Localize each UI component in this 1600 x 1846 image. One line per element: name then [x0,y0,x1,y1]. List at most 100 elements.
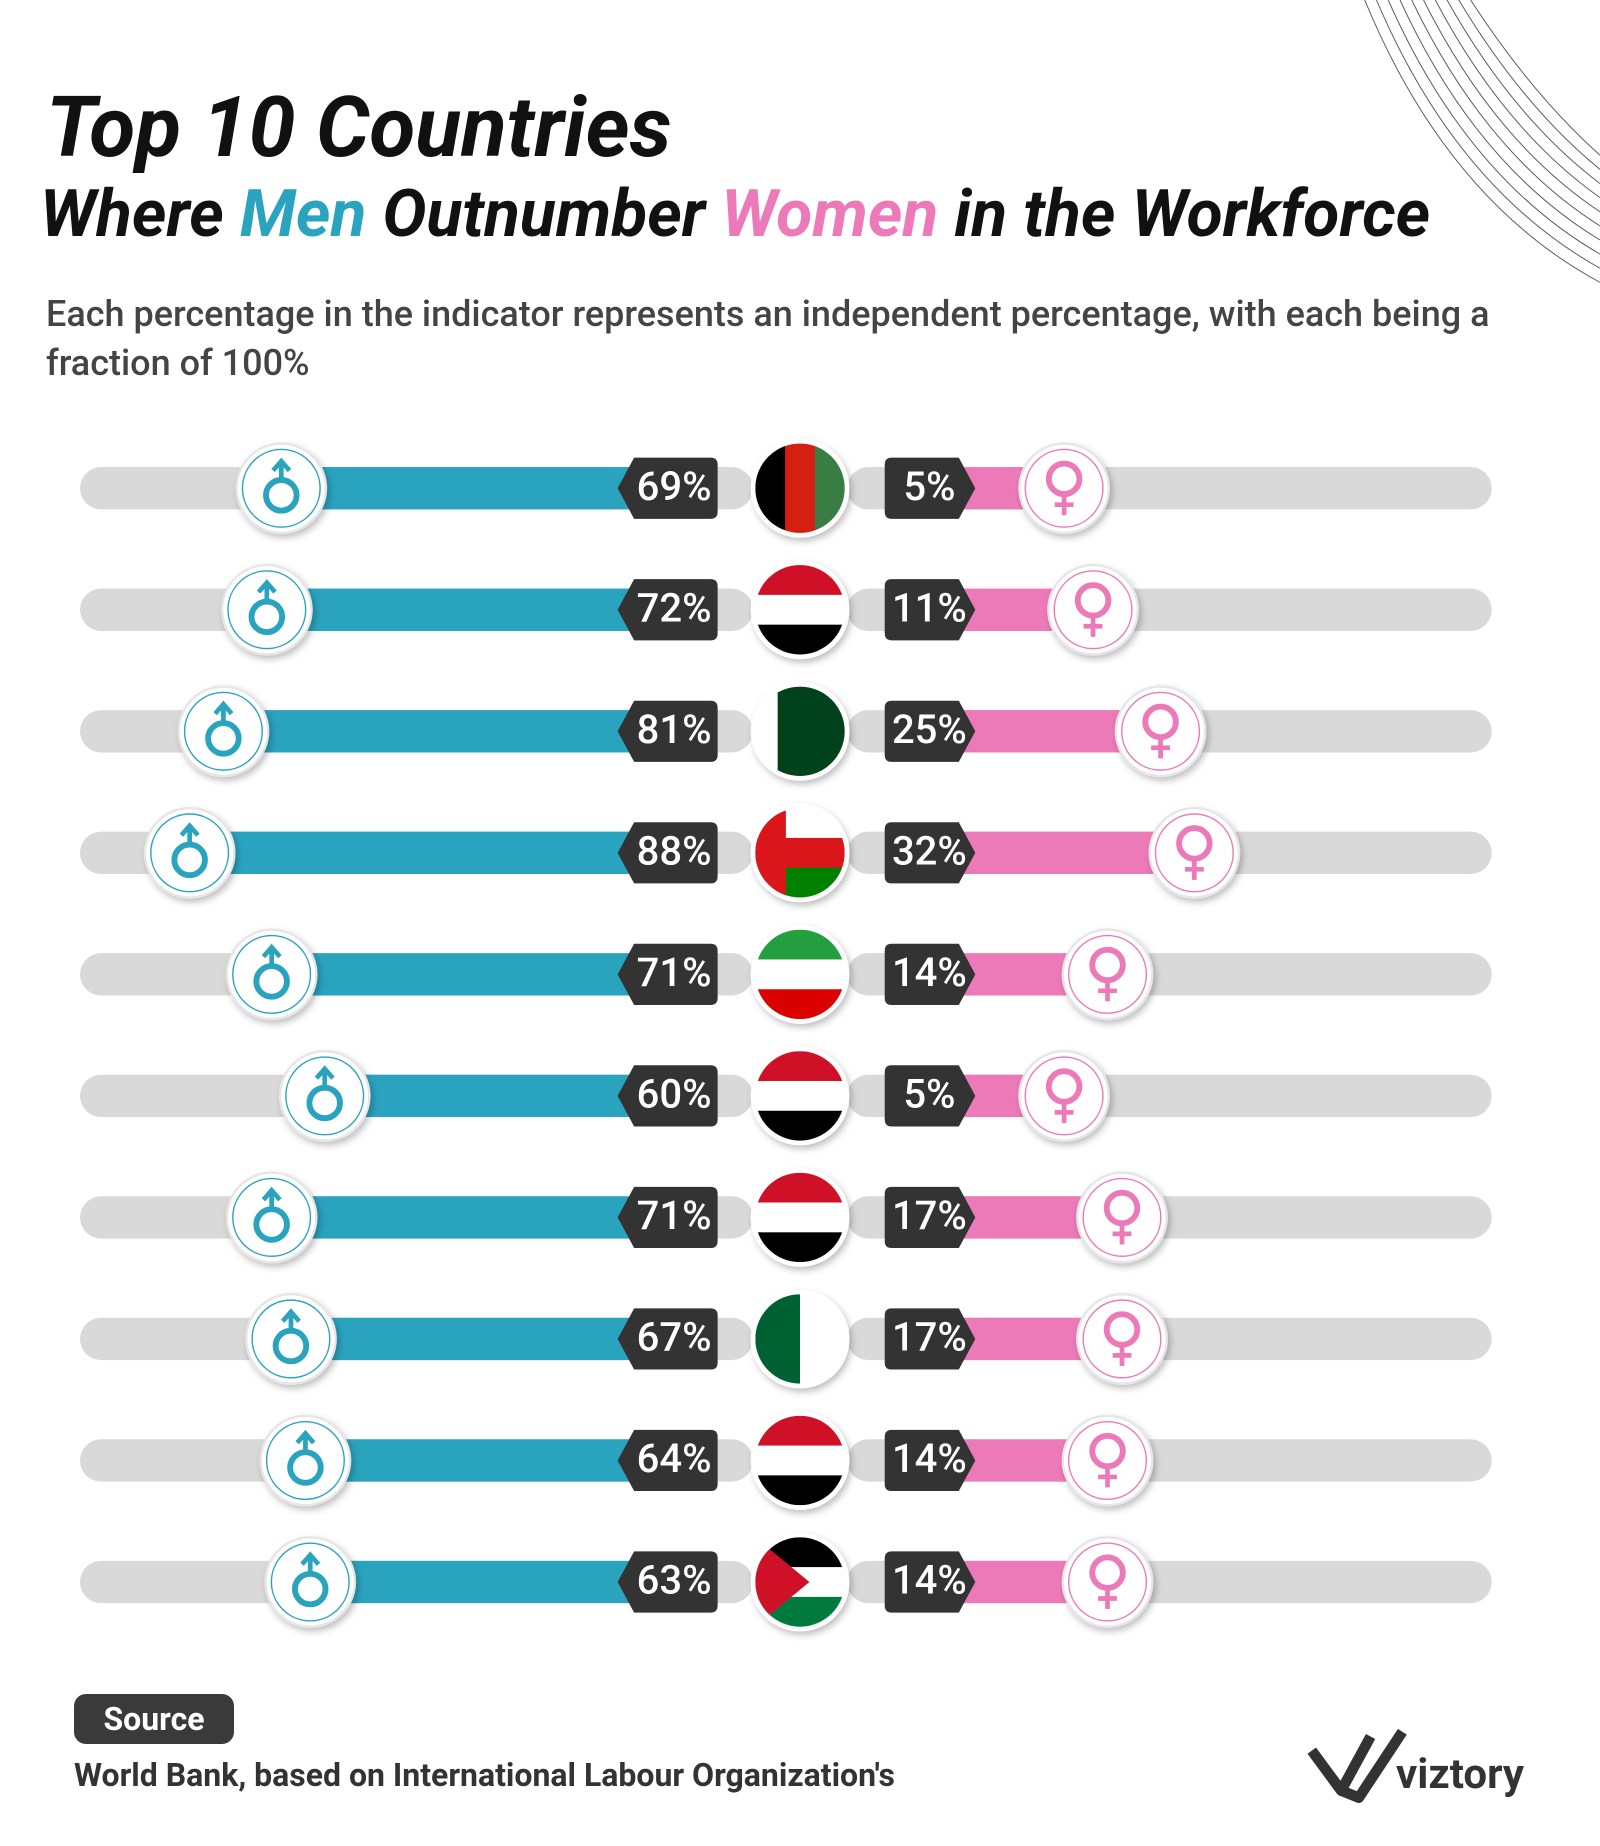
male-icon [295,1429,316,1453]
value-badge [884,943,976,1005]
marker [225,1171,318,1264]
value-label: 5% [903,463,955,510]
marker-ring [251,1299,331,1379]
marker [1114,685,1207,778]
description: Each percentage in the indicator represe… [46,293,1490,384]
female-icon [1112,1344,1132,1367]
value-badge [617,700,718,762]
value-label: 71% [637,1192,712,1239]
female-icon [1184,858,1204,880]
male-icon [256,579,277,602]
marker [1061,928,1154,1021]
value-label: 14% [892,949,967,996]
flag-stripe [755,1202,845,1233]
male-icon [271,457,292,481]
female-icon [1083,615,1103,637]
marker-ring [1024,1056,1104,1136]
flag-stripe [814,443,845,533]
flag-stripe [800,686,823,776]
marker-ring [1053,570,1133,650]
value-badge [617,822,718,884]
marker [278,1050,371,1142]
value-badge [617,1186,718,1249]
marker [1018,442,1111,535]
flag [755,1537,845,1627]
value-label: 11% [892,585,967,632]
flag [755,1051,845,1141]
flag-stripe [755,1110,845,1141]
value-label: 71% [637,949,712,996]
value-label: 88% [637,828,712,875]
value-label: 32% [892,828,967,875]
male-icon [300,1551,321,1574]
value-label: 17% [892,1314,967,1361]
flag [755,443,845,533]
marker [1076,1293,1168,1385]
flag-stripe [755,443,786,533]
flag-triangle [755,1537,810,1627]
value-label: 5% [903,1071,955,1118]
marker-ring [227,570,307,650]
flag-band [755,808,786,898]
brand: viztory [1396,1750,1525,1799]
flag [755,1415,845,1506]
marker-ring [150,813,230,893]
value-badge [884,457,976,519]
flag [755,565,845,655]
marker-ring [1068,934,1148,1014]
marker-ring [265,1420,345,1501]
marker [1061,1414,1154,1507]
marker-ring [1068,1420,1148,1501]
marker [225,928,318,1021]
value-badge [617,1429,718,1492]
flag-stripe [755,565,845,596]
series-name: Men [239,176,367,253]
male-icon [261,943,282,967]
male-icon [314,1065,335,1088]
value-label: 14% [892,1435,967,1482]
value-badge [884,1551,976,1613]
marker [259,1414,352,1507]
female-icon [1098,980,1117,1002]
value-badge [884,579,976,641]
value-badge [617,1308,718,1370]
value-badge [617,1551,718,1613]
female-icon [1098,1466,1117,1488]
value-badge [617,457,718,519]
marker-ring [1024,448,1104,528]
flag-stripe [755,624,845,655]
marker [1076,1171,1168,1264]
flag [755,1172,845,1263]
value-label: 25% [892,706,967,753]
value-label: 72% [637,585,712,632]
female-icon [1098,1587,1117,1610]
series-name: Women [721,176,939,253]
flag-stripe [777,686,801,776]
brand-logo [1307,1728,1407,1803]
female-icon [1054,494,1074,516]
value-label: 17% [892,1192,967,1239]
flag-stripe [755,1232,845,1263]
male-icon [280,1308,301,1331]
marker-ring [232,934,312,1014]
female-icon [1151,737,1170,759]
marker [177,685,270,778]
female-icon [1112,1223,1132,1245]
value-label: 63% [637,1557,712,1604]
value-badge [884,822,976,884]
subtitle-part: Where [40,176,224,253]
marker [235,442,328,535]
value-badge [884,1308,976,1370]
subtitle-part: Outnumber [382,176,706,253]
decoration [1364,0,1600,283]
value-badge [617,1065,718,1127]
value-badge [884,1065,976,1127]
subtitle-part: in the Workforce [954,176,1431,253]
flag [755,686,845,776]
value-badge [617,579,718,641]
marker-ring [1082,1299,1162,1379]
marker-ring [183,691,263,771]
value-label: 69% [637,463,712,510]
